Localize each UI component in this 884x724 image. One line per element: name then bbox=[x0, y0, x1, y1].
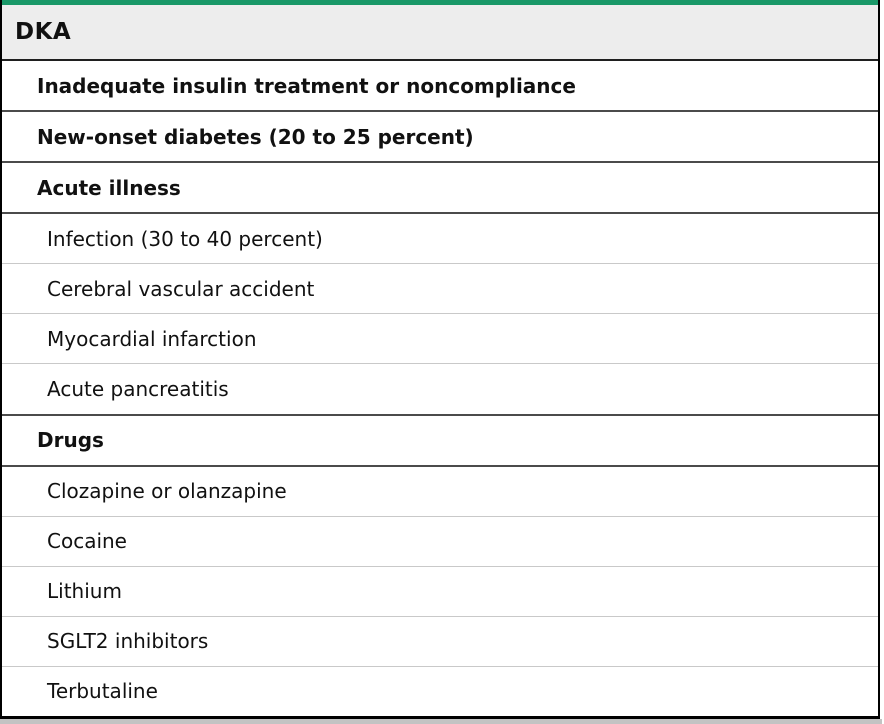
row-label: Cocaine bbox=[47, 529, 127, 554]
table-row: Myocardial infarction bbox=[2, 313, 878, 364]
table-top-accent-bar bbox=[2, 0, 878, 5]
table-row: Inadequate insulin treatment or noncompl… bbox=[2, 61, 878, 111]
table-row: SGLT2 inhibitors bbox=[2, 615, 878, 666]
row-label: Clozapine or olanzapine bbox=[47, 479, 287, 504]
table-row: Terbutaline bbox=[2, 665, 878, 717]
row-label: Infection (30 to 40 percent) bbox=[47, 226, 323, 251]
table-row: Cerebral vascular accident bbox=[2, 263, 878, 314]
row-label: Myocardial infarction bbox=[47, 326, 257, 351]
table-row: New-onset diabetes (20 to 25 percent) bbox=[2, 110, 878, 162]
table-row: Drugs bbox=[2, 413, 878, 465]
table-title-row: DKA bbox=[2, 5, 878, 61]
row-label: Acute illness bbox=[37, 175, 181, 200]
row-label: Terbutaline bbox=[47, 679, 158, 704]
table-title: DKA bbox=[15, 19, 72, 45]
table-rows: Inadequate insulin treatment or noncompl… bbox=[2, 61, 878, 717]
table-row: Infection (30 to 40 percent) bbox=[2, 212, 878, 264]
row-label: Lithium bbox=[47, 579, 122, 604]
row-label: Inadequate insulin treatment or noncompl… bbox=[37, 73, 576, 98]
table-row: Acute pancreatitis bbox=[2, 363, 878, 414]
table-bottom-shadow bbox=[0, 719, 882, 724]
row-label: Cerebral vascular accident bbox=[47, 276, 315, 301]
row-label: Drugs bbox=[37, 428, 104, 453]
row-label: SGLT2 inhibitors bbox=[47, 629, 209, 654]
row-label: New-onset diabetes (20 to 25 percent) bbox=[37, 124, 474, 149]
table-row: Lithium bbox=[2, 565, 878, 616]
table-row: Acute illness bbox=[2, 161, 878, 213]
table-row: Clozapine or olanzapine bbox=[2, 464, 878, 516]
table-row: Cocaine bbox=[2, 515, 878, 566]
row-label: Acute pancreatitis bbox=[47, 377, 229, 401]
